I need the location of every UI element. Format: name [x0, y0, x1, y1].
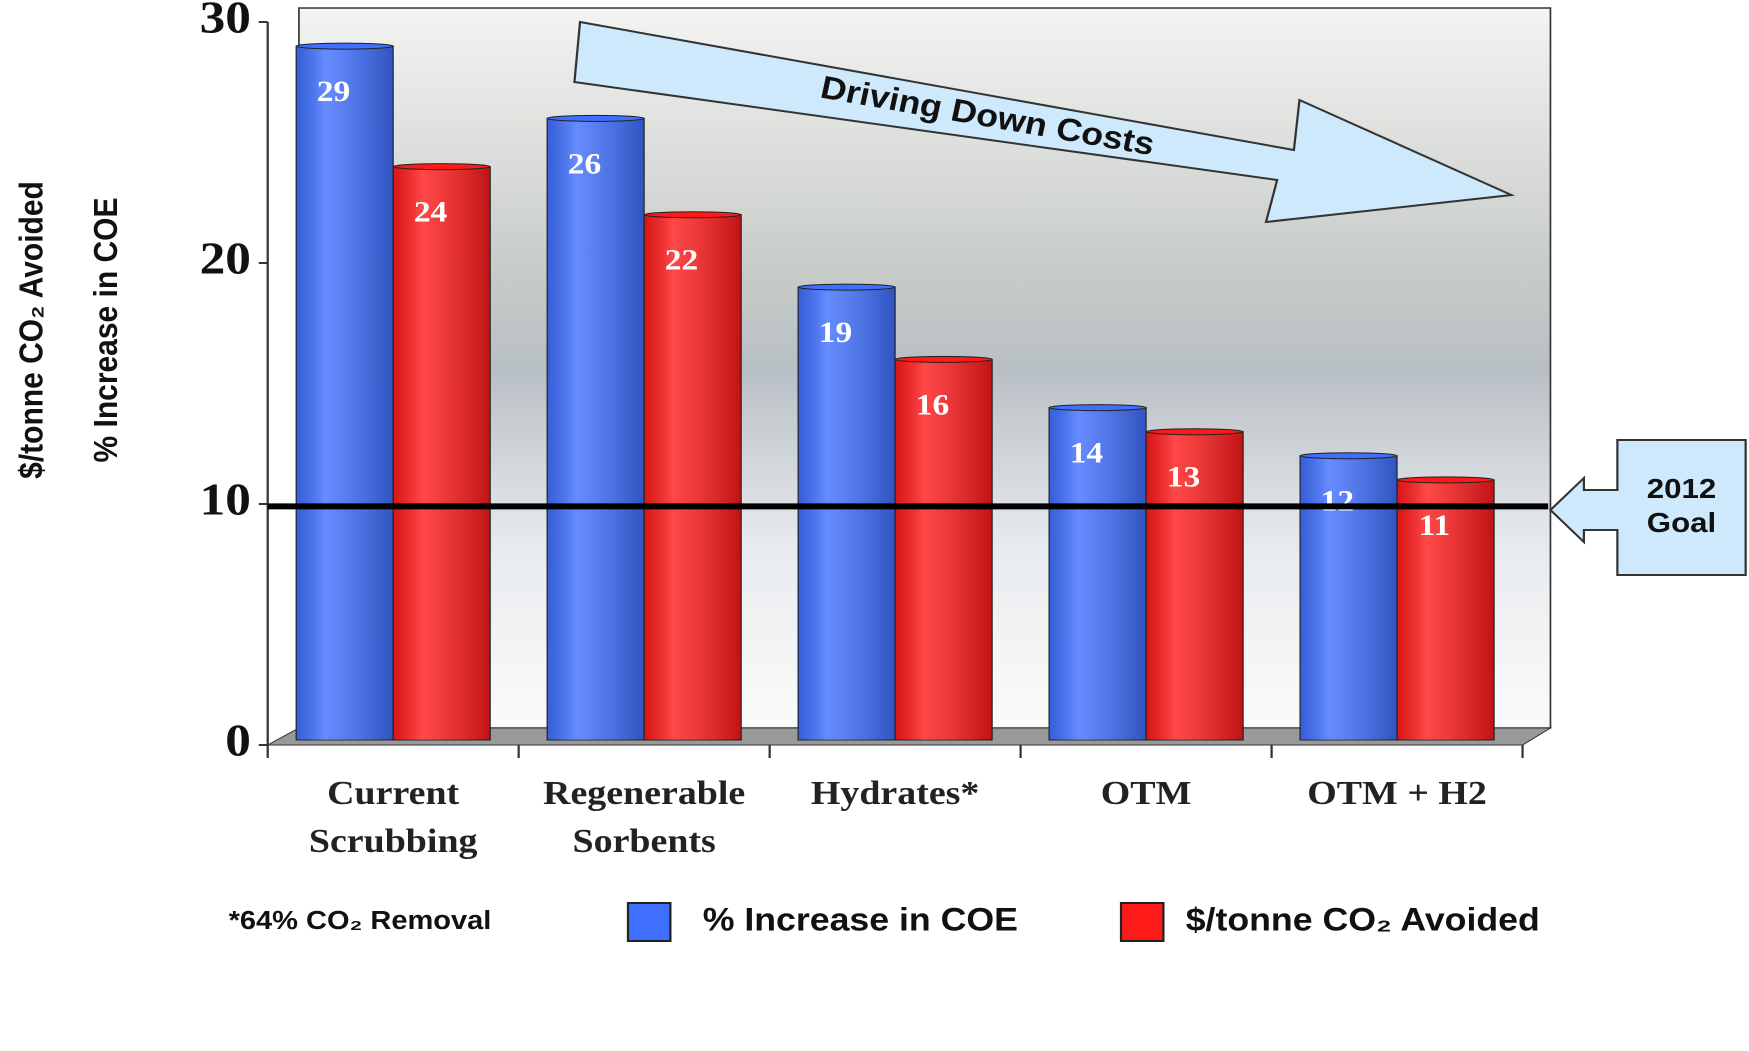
- bar-cap: [546, 114, 645, 122]
- value-label: 24: [414, 195, 448, 228]
- value-label: 16: [916, 388, 949, 421]
- legend-label: % Increase in COE: [703, 902, 1018, 938]
- x-tick-label: OTM + H2: [1307, 775, 1487, 812]
- bar-cap: [643, 211, 742, 219]
- value-label: 11: [1419, 508, 1451, 541]
- legend-label: $/tonne CO₂ Avoided: [1186, 902, 1540, 938]
- x-tick-label-box: Current Scrubbing: [308, 775, 478, 860]
- bar-cap: [1048, 404, 1147, 412]
- bar-cap: [1145, 428, 1244, 436]
- value-label: 14: [1070, 436, 1104, 469]
- bar-cap: [797, 283, 896, 291]
- bar-cap: [392, 163, 491, 171]
- value-label: 13: [1167, 460, 1200, 493]
- x-tick-label-box: Hydrates*: [810, 775, 980, 812]
- goal-label: 2012 Goal: [1646, 473, 1717, 538]
- y-tick-label: 30: [200, 0, 251, 43]
- x-tick-label: Regenerable Sorbents: [543, 775, 746, 860]
- x-tick-label: Current Scrubbing: [308, 775, 478, 860]
- x-tick-label: OTM: [1100, 775, 1192, 812]
- bar: [797, 286, 896, 741]
- y-tick-label: 10: [200, 474, 251, 525]
- bar: [295, 45, 394, 741]
- value-label: 29: [317, 75, 350, 108]
- x-tick-label: Hydrates*: [810, 775, 980, 812]
- legend-swatch: [626, 902, 672, 942]
- x-tick-label-box: Regenerable Sorbents: [543, 775, 746, 860]
- value-label: 19: [819, 316, 852, 349]
- x-tick-label-box: OTM: [1100, 775, 1192, 812]
- annotation-arrow: [573, 20, 1516, 224]
- bar-cap: [1299, 452, 1398, 460]
- value-label: 26: [568, 147, 601, 180]
- goal-arrow: [1548, 439, 1747, 576]
- value-label: 12: [1321, 484, 1354, 517]
- y-tick-label: 0: [225, 715, 251, 766]
- goal-label-box: 2012 Goal: [1646, 473, 1717, 538]
- bar: [392, 166, 491, 741]
- y-axis-title: % Increase in COE: [86, 197, 124, 462]
- x-tick-label-box: OTM + H2: [1307, 775, 1487, 812]
- bar-cap: [894, 355, 993, 363]
- y-tick-label: 20: [200, 233, 251, 284]
- value-label: 22: [665, 243, 698, 276]
- footnote: *64% CO₂ Removal: [229, 905, 492, 934]
- legend-swatch: [1119, 902, 1165, 942]
- bar-cap: [1396, 476, 1495, 484]
- bar-cap: [295, 42, 394, 50]
- y-axis-title: $/tonne CO₂ Avoided: [12, 181, 50, 479]
- bar: [546, 117, 645, 741]
- bar: [643, 214, 742, 741]
